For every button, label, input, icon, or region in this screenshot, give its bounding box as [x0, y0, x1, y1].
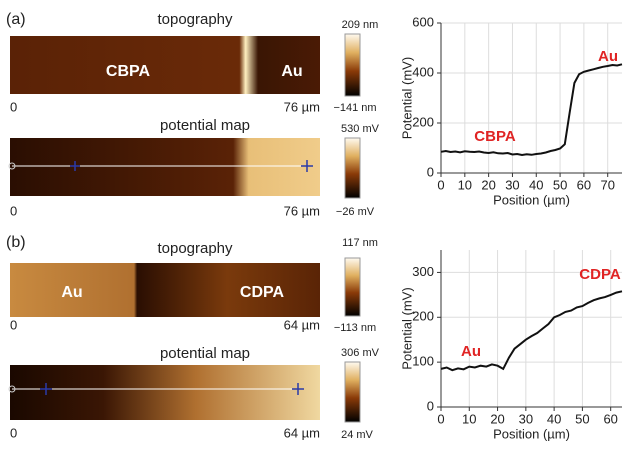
- x-tick-label: 40: [547, 411, 561, 426]
- image-label: CBPA: [106, 63, 151, 80]
- x-tick-label: 60: [603, 411, 617, 426]
- scale-max: 117 nm: [342, 237, 378, 249]
- image-label: Au: [61, 284, 82, 301]
- cursor: [70, 160, 313, 172]
- scale-min: −141 nm: [333, 102, 376, 114]
- potential-image: [10, 365, 320, 420]
- y-tick-label: 400: [412, 64, 434, 79]
- scale-min: −113 nm: [334, 322, 376, 334]
- y-tick-label: 300: [412, 264, 434, 279]
- x-tick-label: 0: [437, 177, 444, 192]
- image-label: CDPA: [240, 284, 285, 301]
- y-tick-label: 200: [412, 114, 434, 129]
- x-start: 0: [10, 99, 17, 114]
- x-tick-label: 60: [577, 177, 591, 192]
- image-title: potential map: [160, 117, 250, 134]
- y-tick-label: 200: [412, 309, 434, 324]
- axes: [440, 23, 622, 174]
- y-tick-label: 0: [427, 164, 434, 179]
- annotation: CBPA: [474, 128, 516, 145]
- x-start: 0: [10, 203, 17, 218]
- image-title: topography: [157, 11, 233, 28]
- data-line: [440, 63, 623, 157]
- x-end: 76 µm: [284, 203, 320, 218]
- image-title: potential map: [160, 345, 250, 362]
- annotation: Au: [461, 343, 481, 360]
- profile-start: [8, 385, 16, 393]
- axes: [440, 250, 622, 408]
- x-axis-label: Position (µm): [493, 192, 570, 207]
- topography-image: [10, 263, 320, 317]
- colorbar: [344, 257, 361, 317]
- x-end: 64 µm: [284, 425, 320, 440]
- x-axis-label: Position (µm): [493, 426, 570, 441]
- y-tick-label: 100: [412, 354, 434, 369]
- x-tick-label: 30: [519, 411, 533, 426]
- colorbar: [344, 361, 361, 423]
- colorbar: [344, 137, 361, 199]
- profile-start: [8, 162, 16, 170]
- x-start: 0: [10, 425, 17, 440]
- scale-max: 209 nm: [342, 19, 379, 31]
- topography-image: [10, 36, 320, 94]
- panel-label: (b): [6, 234, 26, 251]
- data-line: [440, 290, 623, 372]
- potential-image: [10, 138, 320, 196]
- x-tick-label: 20: [481, 177, 495, 192]
- x-tick-label: 10: [458, 177, 472, 192]
- colorbar: [344, 33, 361, 97]
- image-label: Au: [281, 63, 302, 80]
- scale-max: 306 mV: [341, 347, 380, 359]
- x-tick-label: 70: [600, 177, 614, 192]
- images: (a) topography CBPA Au 0 76 µm 209 nm −1…: [6, 11, 380, 441]
- y-tick-label: 0: [427, 398, 434, 413]
- x-start: 0: [10, 317, 17, 332]
- scale-min: 24 mV: [341, 429, 373, 441]
- x-end: 64 µm: [284, 317, 320, 332]
- y-axis-label: Potential (mV): [399, 57, 414, 139]
- y-tick-label: 600: [412, 14, 434, 29]
- x-end: 76 µm: [284, 99, 320, 114]
- x-tick-label: 50: [575, 411, 589, 426]
- annotation: Au: [598, 48, 618, 65]
- panel-label: (a): [6, 11, 26, 28]
- x-tick-label: 20: [490, 411, 504, 426]
- x-tick-label: 0: [437, 411, 444, 426]
- scale-max: 530 mV: [341, 123, 380, 135]
- annotation: CDPA: [579, 266, 621, 283]
- scale-min: −26 mV: [336, 206, 375, 218]
- x-tick-label: 10: [462, 411, 476, 426]
- x-tick-label: 50: [553, 177, 567, 192]
- x-tick-label: 40: [529, 177, 543, 192]
- x-tick-label: 30: [505, 177, 519, 192]
- y-axis-label: Potential (mV): [399, 287, 414, 369]
- cursor: [40, 383, 304, 395]
- image-title: topography: [157, 240, 233, 257]
